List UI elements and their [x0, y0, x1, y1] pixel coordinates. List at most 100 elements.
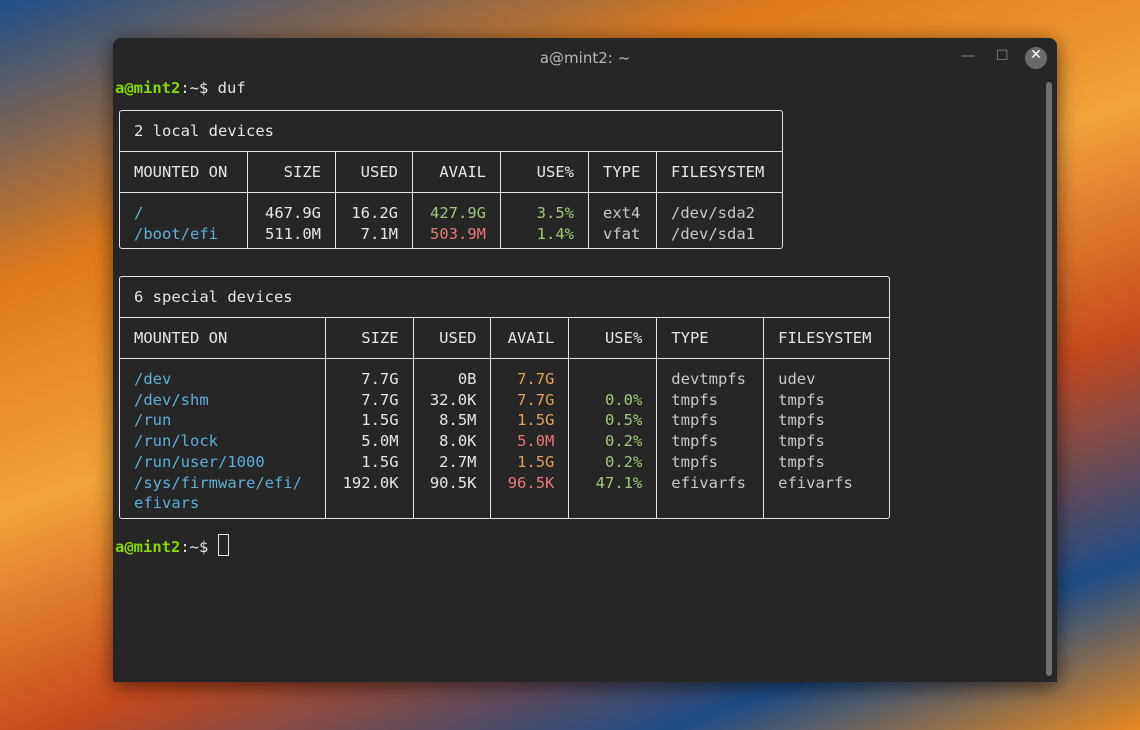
cell-mount: /dev [134, 370, 172, 388]
table-body: /dev/dev/shm/run/run/lock/run/user/1000 /… [120, 359, 889, 518]
cell-use: 0.2% [604, 432, 643, 451]
cell-mount: /run/user/1000 [134, 452, 265, 471]
cell-type: vfat [603, 224, 641, 243]
cell-size: 1.5G [361, 452, 399, 471]
local-devices-table: 2 local devices MOUNTED ON SIZE USED AVAIL US… [119, 110, 783, 250]
prompt-line[interactable]: a@mint2:~$ [115, 534, 229, 556]
column-header: USE% [500, 152, 588, 192]
prompt-user-host: a@mint2 [115, 538, 181, 556]
column-header: FILESYSTEM [763, 318, 889, 358]
cell-fs: tmpfs [778, 390, 825, 409]
column-use: 3.5% 1.4% [500, 193, 588, 249]
cell-mount: /run [134, 411, 172, 430]
command-line: a@mint2:~$ duf [115, 79, 246, 97]
cell-used: 0B [457, 370, 477, 388]
cell-avail: 1.5G [517, 411, 555, 430]
prompt-path: :~$ [180, 79, 218, 97]
column-header: TYPE [588, 152, 656, 192]
cell-used: 8.5M [439, 411, 477, 430]
cell-used: 8.0K [439, 432, 477, 451]
column-header: MOUNTED ON [134, 329, 228, 347]
cell-size: 467.9G [265, 204, 321, 222]
column-header: AVAIL [490, 318, 568, 358]
prompt-user-host: a@mint2 [115, 79, 181, 97]
column-header: USED [412, 318, 491, 358]
column-used: 0B 32.0K 8.5M 8.0K 2.7M 90.5K [412, 359, 491, 518]
column-size: 467.9G 511.0M [247, 193, 335, 249]
cell-use [583, 369, 642, 390]
column-header: USE% [568, 318, 656, 358]
column-header: MOUNTED ON [134, 163, 228, 181]
cell-avail: 1.5G [517, 452, 555, 471]
cell-used: 32.0K [429, 390, 477, 409]
column-header: SIZE [247, 152, 335, 192]
cell-used: 16.2G [351, 204, 398, 222]
cell-use: 1.4% [536, 224, 574, 243]
minimize-icon[interactable]: — [961, 48, 975, 64]
cell-fs: tmpfs [778, 452, 825, 471]
column-size: 7.7G 7.7G 1.5G 5.0M 1.5G 192.0K [324, 359, 413, 518]
special-devices-table: 6 special devices MOUNTED ON SIZE USED AVAIL… [119, 276, 890, 519]
column-used: 16.2G 7.1M [335, 193, 412, 249]
cell-size: 7.7G [361, 370, 399, 388]
cell-use: 47.1% [595, 473, 643, 492]
cell-used: 2.7M [439, 452, 477, 471]
title-bar: a@mint2: ~ — ☐ ✕ [113, 38, 1057, 78]
cell-type: efivarfs [671, 473, 746, 492]
cell-type: tmpfs [671, 432, 718, 451]
column-header: TYPE [656, 318, 763, 358]
cell-avail: 503.9M [430, 224, 486, 243]
column-type: ext4 vfat [588, 193, 656, 249]
cell-fs: tmpfs [778, 411, 825, 430]
close-icon[interactable]: ✕ [1025, 47, 1047, 69]
terminal-window: a@mint2: ~ — ☐ ✕ a@mint2:~$ duf 2 local … [113, 38, 1057, 682]
cell-mount: /boot/efi [134, 224, 218, 243]
cell-avail: 427.9G [430, 204, 486, 222]
cell-used: 90.5K [429, 473, 477, 492]
column-fs: udev tmpfs tmpfs tmpfs tmpfs efivarfs [763, 359, 889, 518]
prompt-path: :~$ [180, 538, 218, 556]
column-header: SIZE [324, 318, 413, 358]
cell-mount: /sys/firmware/efi/ efivars [134, 473, 302, 513]
header-row: MOUNTED ON SIZE USED AVAIL USE% TYPE FILESYSTE… [120, 318, 889, 359]
cell-size: 192.0K [342, 473, 399, 492]
cell-use: 0.5% [604, 411, 643, 430]
cell-fs: efivarfs [778, 473, 853, 492]
cell-size: 1.5G [361, 411, 399, 430]
cell-use: 0.0% [604, 390, 643, 409]
column-header: AVAIL [412, 152, 500, 192]
column-header: FILESYSTEM [656, 152, 782, 192]
maximize-icon[interactable]: ☐ [996, 48, 1009, 64]
cell-size: 511.0M [265, 224, 321, 243]
table-body: / /boot/efi 467.9G 511.0M 16.2G 7.1M 427.9G 503… [120, 193, 782, 249]
column-header: USED [335, 152, 412, 192]
column-fs: /dev/sda2/dev/sda1 [656, 193, 782, 249]
cell-avail: 7.7G [517, 390, 555, 409]
cell-avail: 7.7G [517, 370, 555, 388]
cell-fs: /dev/sda1 [671, 224, 755, 243]
cell-type: ext4 [603, 204, 641, 222]
cell-size: 5.0M [361, 432, 399, 451]
window-title: a@mint2: ~ [539, 49, 631, 67]
cell-fs: tmpfs [778, 432, 825, 451]
table-title: 2 local devices [120, 111, 782, 152]
cell-size: 7.7G [361, 390, 399, 409]
cell-mount: /dev/shm [134, 390, 209, 409]
cell-use: 0.2% [604, 452, 643, 471]
cell-fs: udev [778, 370, 816, 388]
column-mount: / /boot/efi [120, 193, 247, 248]
cell-type: devtmpfs [671, 370, 746, 388]
cell-mount: / [134, 204, 144, 222]
column-avail: 427.9G 503.9M [412, 193, 500, 249]
cell-type: tmpfs [671, 411, 718, 430]
cell-used: 7.1M [360, 224, 398, 243]
scrollbar[interactable] [1046, 82, 1052, 676]
column-use: 0.0% 0.5% 0.2% 0.2% 47.1% [568, 359, 656, 518]
command-text: duf [217, 79, 246, 97]
cell-type: tmpfs [671, 390, 718, 409]
cursor [217, 534, 229, 556]
header-row: MOUNTED ON SIZE USED AVAIL USE% TYPE FILESYSTE… [120, 152, 782, 193]
cell-avail: 96.5K [507, 473, 555, 492]
column-mount: /dev/dev/shm/run/run/lock/run/user/1000 /… [120, 359, 325, 518]
cell-use: 3.5% [536, 204, 574, 222]
